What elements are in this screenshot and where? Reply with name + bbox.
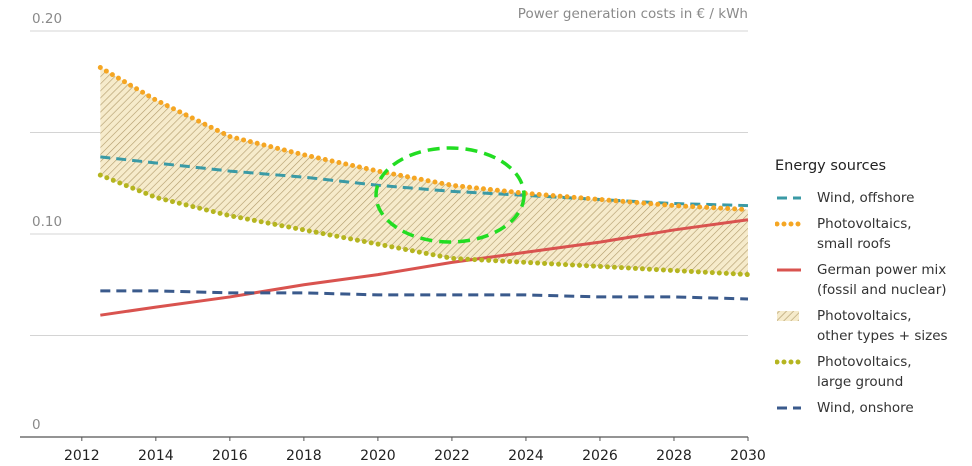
x-tick-label: 2018 <box>286 448 322 464</box>
y-axis-title: Power generation costs in € / kWh <box>518 6 748 22</box>
legend-label: Photovoltaics, large ground <box>817 354 912 390</box>
legend-swatch <box>775 359 804 365</box>
band-area <box>100 67 749 275</box>
x-tick-label: 2012 <box>64 448 100 464</box>
x-tick-label: 2014 <box>138 448 174 464</box>
legend-swatch <box>777 196 801 200</box>
legend: Energy sources Wind, offshore Photovoltai… <box>775 158 970 424</box>
highlight-ellipse <box>374 146 526 244</box>
legend-swatch <box>777 406 801 410</box>
legend-label: Wind, onshore <box>817 400 914 416</box>
x-tick-label: 2022 <box>434 448 470 464</box>
series-line <box>97 65 751 213</box>
x-tick-label: 2016 <box>212 448 248 464</box>
legend-swatch <box>777 268 801 272</box>
legend-title: Energy sources <box>775 158 887 174</box>
legend-swatch <box>775 221 804 227</box>
legend-item: Photovoltaics, small roofs <box>775 214 970 254</box>
legend-label: Wind, offshore <box>817 190 915 206</box>
x-tick-label: 2024 <box>508 448 544 464</box>
legend-item: Wind, offshore <box>775 188 970 208</box>
legend-hatch <box>777 311 799 321</box>
series-line <box>100 218 749 317</box>
y-tick-label: 0 <box>32 417 41 433</box>
legend-item: Photovoltaics, large ground <box>775 352 970 392</box>
legend-label: Photovoltaics, other types + sizes <box>817 308 948 344</box>
x-tick-label: 2030 <box>730 448 766 464</box>
y-tick-label: 0.20 <box>32 11 62 27</box>
legend-item: Photovoltaics, other types + sizes <box>775 306 970 346</box>
x-tick-label: 2020 <box>360 448 396 464</box>
series-line <box>97 172 751 278</box>
series-line <box>100 289 749 301</box>
legend-swatch <box>777 311 799 321</box>
legend-item: German power mix (fossil and nuclear) <box>775 260 970 300</box>
y-tick-label: 0.10 <box>32 214 62 230</box>
legend-item: Wind, onshore <box>775 398 970 418</box>
x-tick-label: 2028 <box>656 448 692 464</box>
legend-label: German power mix (fossil and nuclear) <box>817 262 947 298</box>
legend-label: Photovoltaics, small roofs <box>817 216 912 252</box>
x-tick-label: 2026 <box>582 448 618 464</box>
